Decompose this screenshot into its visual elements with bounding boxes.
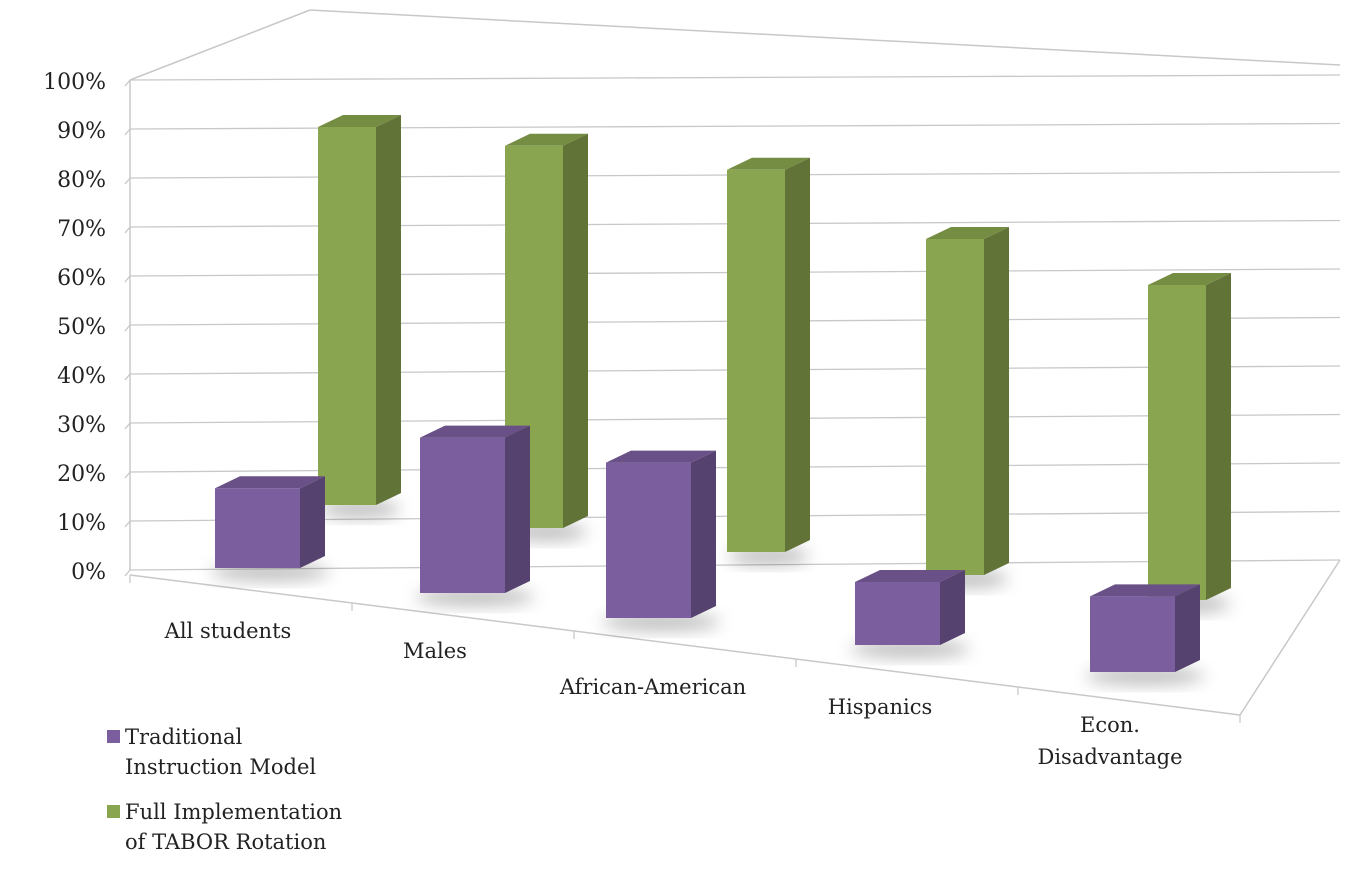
bar-traditional-2-front xyxy=(606,462,691,618)
y-tick-label: 70% xyxy=(57,217,106,242)
y-axis-tick-labels: 0% 10% 20% 30% 40% 50% 60% 70% 80% 90% 100% xyxy=(43,70,106,585)
gridline xyxy=(129,74,1341,81)
gridline-tick xyxy=(124,177,131,185)
legend-swatch-full-implementation xyxy=(107,805,120,818)
bar-traditional-4-front xyxy=(1090,596,1175,672)
gridline-tick xyxy=(124,324,131,332)
legend-item-traditional: Traditional Instruction Model xyxy=(107,722,407,782)
legend-label-full-implementation: Full Implementation of TABOR Rotation xyxy=(125,800,343,854)
category-label: Males xyxy=(403,639,467,663)
bar-traditional-3-top xyxy=(855,570,965,582)
bar-traditional-4-side xyxy=(1175,584,1200,672)
bar-traditional-0-top xyxy=(215,476,325,489)
y-tick-label: 10% xyxy=(57,511,106,536)
bar-full-implementation-4-front xyxy=(1148,285,1206,600)
bar-full-implementation-0-side xyxy=(376,115,401,505)
category-label: Econ. Disadvantage xyxy=(1037,713,1182,769)
x-axis-line xyxy=(129,574,1241,716)
bar-traditional-2 xyxy=(606,450,716,618)
bar-traditional-3-side xyxy=(940,570,965,645)
back-wall-right-edge xyxy=(309,9,1341,66)
y-tick-label: 40% xyxy=(57,364,106,389)
bar-full-implementation-2-side xyxy=(785,157,810,553)
gridline xyxy=(129,559,1341,571)
gridline-tick xyxy=(124,520,131,528)
bar-traditional-1-side xyxy=(505,425,530,593)
y-tick-label: 60% xyxy=(57,266,106,291)
bar-full-implementation-2-top xyxy=(727,157,810,170)
x-axis-category-labels: All students Males African-American Hispani… xyxy=(164,619,1183,769)
bar-traditional-4-top xyxy=(1090,584,1200,597)
gridline-tick xyxy=(124,569,131,577)
bar-traditional-1-front xyxy=(420,437,505,593)
legend-label-traditional: Traditional Instruction Model xyxy=(125,725,317,779)
legend: Traditional Instruction Model Full Imple… xyxy=(107,722,407,872)
bar-full-implementation-4-top xyxy=(1148,273,1231,285)
floor-right-edge xyxy=(1239,559,1341,716)
gridline-tick xyxy=(124,422,131,430)
gridline-tick xyxy=(124,373,131,381)
y-tick-label: 50% xyxy=(57,315,106,340)
y-tick-label: 90% xyxy=(57,119,106,144)
bar-full-implementation-4 xyxy=(1148,273,1231,600)
bar-full-implementation-3 xyxy=(926,227,1009,575)
category-label: African-American xyxy=(559,675,746,699)
bar-traditional-0-side xyxy=(300,476,325,568)
bar-full-implementation-3-front xyxy=(926,239,984,575)
gridline-tick xyxy=(124,128,131,136)
bar-full-implementation-1-side xyxy=(563,133,588,529)
bar-full-implementation-2 xyxy=(727,157,810,553)
bar-full-implementation-1-top xyxy=(505,133,588,146)
chart-axes xyxy=(129,9,1341,723)
bar-full-implementation-2-front xyxy=(727,169,785,553)
series-bars-traditional xyxy=(215,425,1200,672)
gridline-tick xyxy=(124,471,131,479)
back-wall-top-edge xyxy=(129,9,311,81)
bar-traditional-3-front xyxy=(855,582,940,645)
legend-item-full-implementation: Full Implementation of TABOR Rotation xyxy=(107,797,407,857)
bar-full-implementation-3-side xyxy=(984,227,1009,575)
bar-traditional-0 xyxy=(215,476,325,568)
bar-traditional-3 xyxy=(855,570,965,645)
gridline-tick xyxy=(124,226,131,234)
bar-full-implementation-0-top xyxy=(318,115,401,127)
bar-traditional-2-side xyxy=(691,450,716,618)
y-tick-label: 100% xyxy=(43,70,106,95)
bar-full-implementation-3-top xyxy=(926,227,1009,239)
bar-traditional-0-front xyxy=(215,488,300,568)
gridline-tick xyxy=(124,79,131,87)
bar-full-implementation-0 xyxy=(318,115,401,505)
legend-swatch-traditional xyxy=(107,730,120,743)
bar-traditional-1 xyxy=(420,425,530,593)
y-tick-label: 30% xyxy=(57,413,106,438)
category-label: All students xyxy=(164,619,292,643)
bar-full-implementation-4-side xyxy=(1206,273,1231,600)
y-tick-label: 0% xyxy=(71,560,106,585)
bar-traditional-2-top xyxy=(606,450,716,463)
series-bars-full-implementation xyxy=(318,115,1231,600)
gridline-tick xyxy=(124,275,131,283)
bar-full-implementation-0-front xyxy=(318,127,376,505)
y-tick-label: 80% xyxy=(57,168,106,193)
bar-traditional-4 xyxy=(1090,584,1200,672)
category-label: Hispanics xyxy=(828,695,933,719)
y-tick-label: 20% xyxy=(57,462,106,487)
bar-traditional-1-top xyxy=(420,425,530,438)
